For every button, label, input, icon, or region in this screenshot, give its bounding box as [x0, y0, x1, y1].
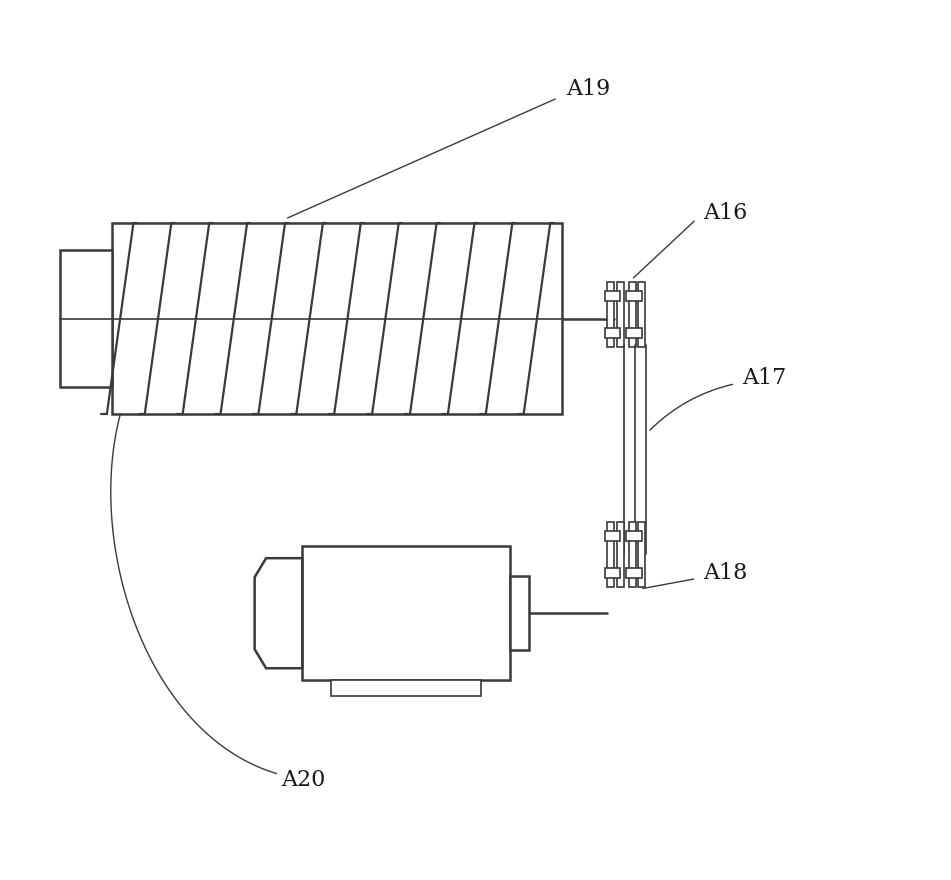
Bar	[616, 522, 624, 587]
Bar	[60, 250, 111, 387]
Polygon shape	[255, 558, 302, 668]
Bar	[510, 576, 529, 650]
Bar	[629, 522, 635, 587]
Bar	[607, 282, 614, 347]
Bar	[111, 224, 562, 414]
Bar	[626, 568, 642, 578]
Text: A16: A16	[704, 202, 747, 224]
Text: A17: A17	[743, 367, 786, 389]
Bar	[626, 531, 642, 541]
Bar	[626, 290, 642, 301]
Bar	[638, 522, 646, 587]
Text: A18: A18	[704, 561, 747, 583]
Bar	[629, 282, 635, 347]
Bar	[605, 290, 620, 301]
Bar	[605, 568, 620, 578]
Bar	[626, 328, 642, 338]
Bar	[616, 282, 624, 347]
Bar	[331, 680, 481, 696]
Bar	[638, 282, 646, 347]
Text: A20: A20	[281, 768, 325, 790]
Bar	[605, 531, 620, 541]
Bar	[302, 546, 510, 680]
Text: A19: A19	[567, 78, 611, 100]
Bar	[607, 522, 614, 587]
Bar	[605, 328, 620, 338]
